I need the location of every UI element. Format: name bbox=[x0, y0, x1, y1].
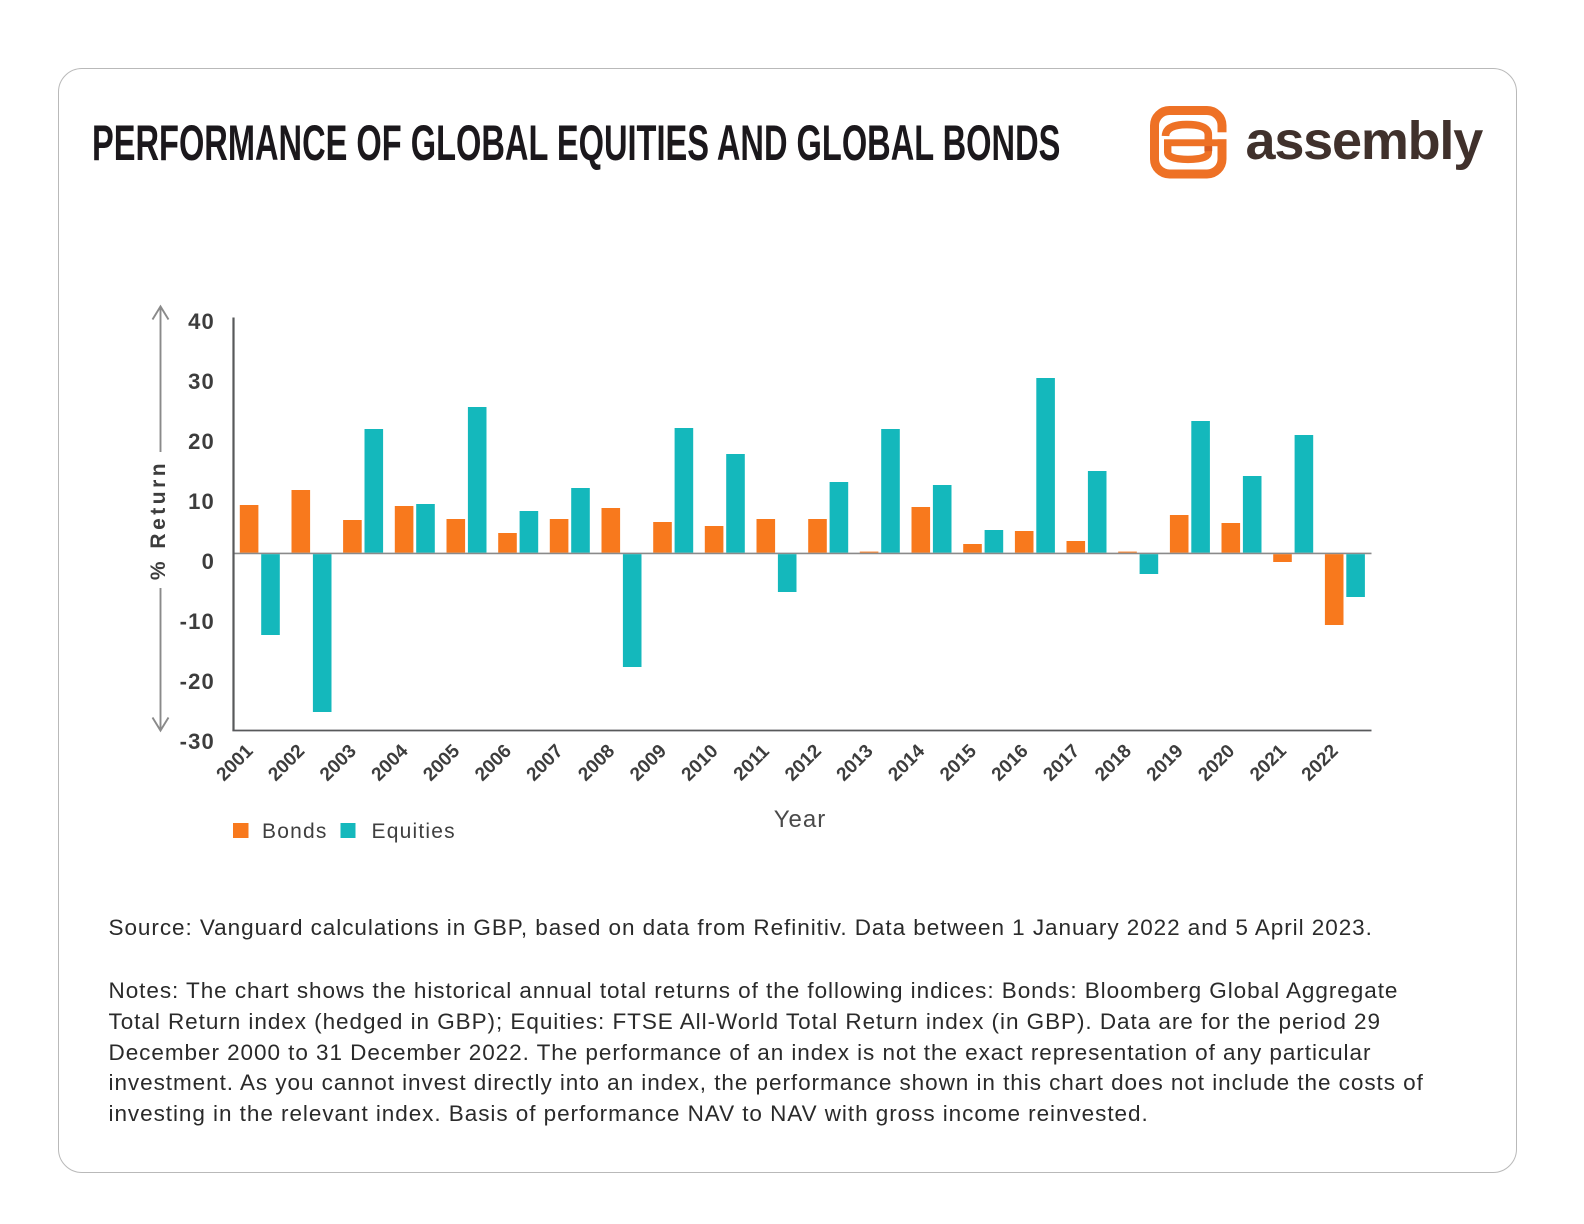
svg-text:% Return: % Return bbox=[147, 460, 170, 580]
svg-text:2010: 2010 bbox=[678, 741, 723, 786]
svg-text:-20: -20 bbox=[180, 669, 215, 694]
svg-text:2022: 2022 bbox=[1298, 741, 1343, 786]
svg-text:2015: 2015 bbox=[936, 740, 981, 785]
svg-text:2001: 2001 bbox=[213, 740, 258, 785]
svg-text:2007: 2007 bbox=[523, 741, 568, 786]
svg-text:10: 10 bbox=[188, 489, 215, 514]
svg-text:Year: Year bbox=[774, 806, 827, 833]
svg-text:20: 20 bbox=[188, 429, 215, 454]
svg-text:40: 40 bbox=[188, 309, 215, 334]
svg-text:-30: -30 bbox=[180, 729, 215, 754]
svg-text:2008: 2008 bbox=[574, 741, 619, 786]
svg-text:2002: 2002 bbox=[264, 741, 309, 786]
svg-text:2020: 2020 bbox=[1194, 741, 1239, 786]
svg-text:2006: 2006 bbox=[471, 741, 516, 786]
svg-text:Bonds: Bonds bbox=[262, 820, 328, 843]
svg-text:2018: 2018 bbox=[1091, 741, 1136, 786]
svg-text:2011: 2011 bbox=[730, 741, 774, 785]
svg-text:0: 0 bbox=[202, 549, 215, 574]
svg-text:2021: 2021 bbox=[1246, 740, 1291, 785]
svg-text:2012: 2012 bbox=[781, 741, 826, 786]
svg-text:2003: 2003 bbox=[316, 741, 361, 786]
svg-text:2019: 2019 bbox=[1143, 741, 1188, 786]
svg-text:-10: -10 bbox=[180, 609, 215, 634]
svg-text:2009: 2009 bbox=[626, 741, 671, 786]
svg-text:2004: 2004 bbox=[368, 740, 413, 785]
svg-text:2016: 2016 bbox=[988, 741, 1033, 786]
svg-text:Equities: Equities bbox=[372, 820, 456, 843]
svg-text:assembly: assembly bbox=[1246, 111, 1484, 171]
svg-text:30: 30 bbox=[188, 369, 215, 394]
svg-text:2017: 2017 bbox=[1039, 741, 1084, 786]
svg-text:2013: 2013 bbox=[833, 741, 878, 786]
svg-text:2014: 2014 bbox=[884, 740, 929, 785]
svg-text:2005: 2005 bbox=[419, 740, 464, 785]
